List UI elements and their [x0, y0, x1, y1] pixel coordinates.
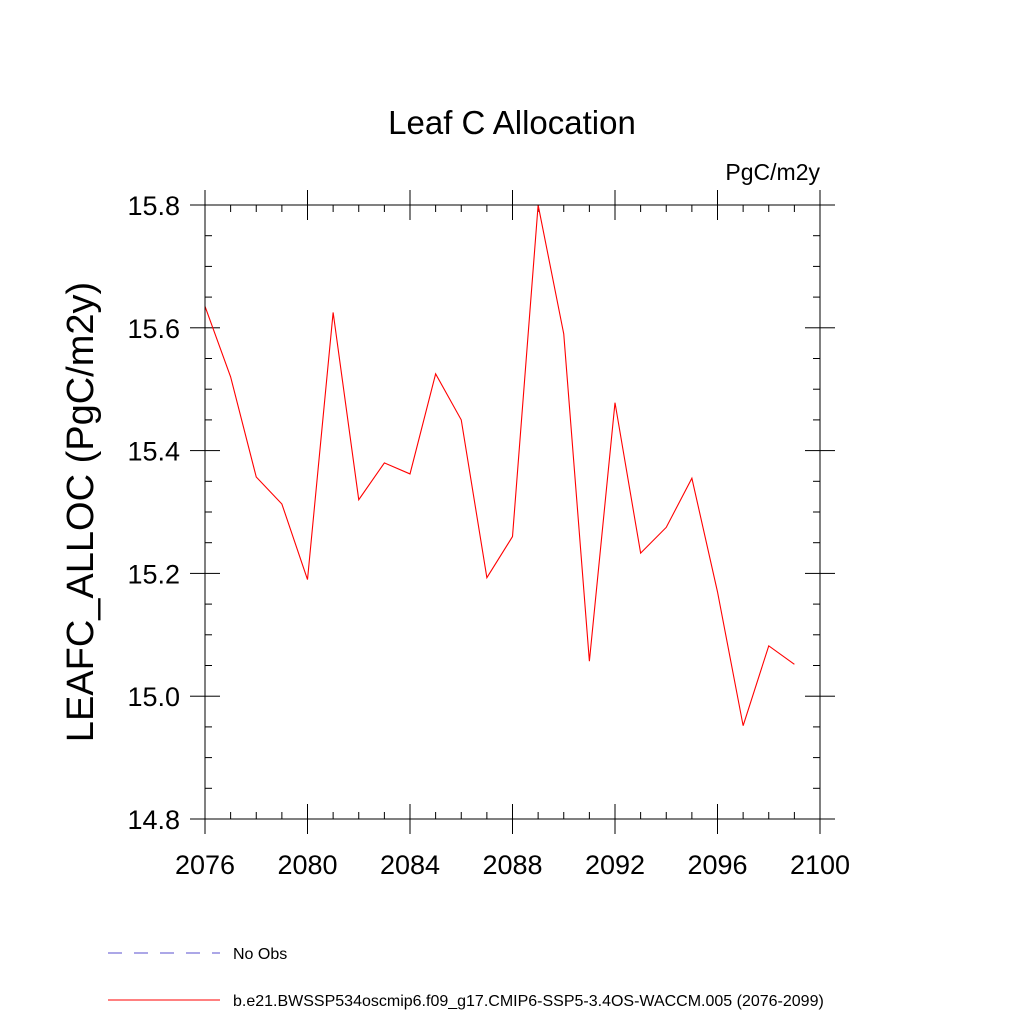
y-tick-label: 15.8 — [127, 191, 180, 221]
y-tick-label: 15.0 — [127, 682, 180, 712]
legend: No Obs b.e21.BWSSP534oscmip6.f09_g17.CMIP… — [108, 946, 824, 1010]
x-tick-label: 2080 — [277, 850, 337, 880]
x-tick-label: 2088 — [482, 850, 542, 880]
legend-label: No Obs — [233, 946, 287, 963]
x-tick-label: 2092 — [585, 850, 645, 880]
x-tick-label: 2100 — [790, 850, 850, 880]
x-tick-label: 2096 — [687, 850, 747, 880]
axis-ticks-layer: 2076 2080 2084 2088 2092 2096 2100 14.8 15.0 15.2… — [127, 190, 850, 880]
legend-label: b.e21.BWSSP534oscmip6.f09_g17.CMIP6-SSP5… — [233, 993, 824, 1010]
units-label: PgC/m2y — [725, 159, 820, 185]
x-tick-label: 2084 — [380, 850, 440, 880]
plot-frame — [204, 204, 821, 820]
y-tick-label: 15.2 — [127, 559, 180, 589]
y-axis-label: LEAFC_ALLOC (PgC/m2y) — [60, 282, 102, 742]
y-tick-label: 14.8 — [127, 805, 180, 835]
x-tick-label: 2076 — [175, 850, 235, 880]
y-tick-label: 15.6 — [127, 314, 180, 344]
series-layer — [204, 204, 795, 726]
series-line — [204, 204, 795, 726]
y-tick-label: 15.4 — [127, 437, 180, 467]
chart-title: Leaf C Allocation — [388, 104, 636, 141]
